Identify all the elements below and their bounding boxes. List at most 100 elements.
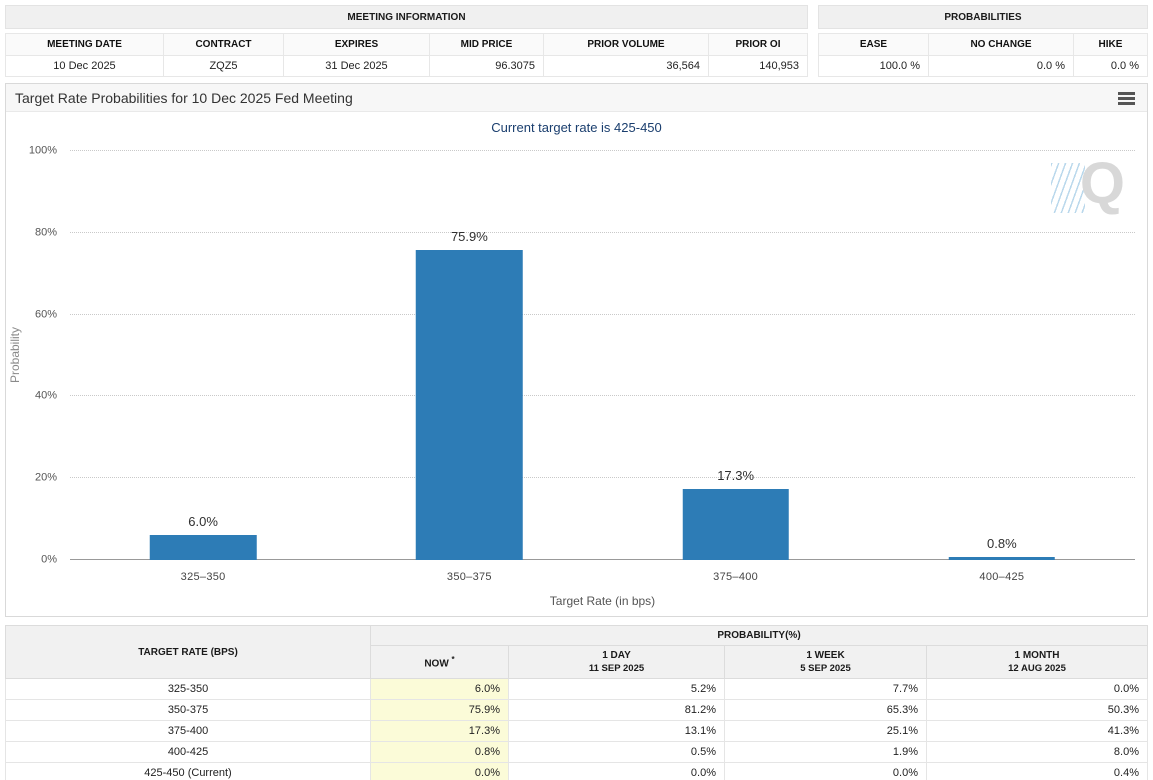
bar-slot-325–350: 6.0% <box>70 151 336 560</box>
gridline-60 <box>70 313 1135 315</box>
y-tick-label-40: 40% <box>34 389 57 402</box>
x-tick-label: 325–350 <box>180 571 226 583</box>
probability-cell: 50.3% <box>926 699 1148 721</box>
now-probability-cell: 0.8% <box>370 741 509 763</box>
column-header-hike: HIKE <box>1073 33 1148 56</box>
mid-price-value: 96.3075 <box>429 55 544 77</box>
prior-volume-value: 36,564 <box>543 55 709 77</box>
target-rate-cell: 375-400 <box>5 720 371 742</box>
chart-title: Target Rate Probabilities for 10 Dec 202… <box>15 89 353 106</box>
probability-history-header-row-2: NOW * 1 DAY 11 SEP 2025 1 WEEK 5 SEP 2025 1 M… <box>6 645 1148 679</box>
probability-cell: 41.3% <box>926 720 1148 742</box>
column-header-contract: CONTRACT <box>163 33 284 56</box>
sub-header-now: NOW * <box>370 645 509 679</box>
top-section: MEETING INFORMATION MEETING DATE CONTRAC… <box>5 5 1148 77</box>
probability-cell: 25.1% <box>724 720 927 742</box>
gridline-80 <box>70 231 1135 233</box>
now-probability-cell: 0.0% <box>370 762 509 780</box>
hamburger-menu-icon[interactable] <box>1118 92 1135 107</box>
meeting-info-header-row: MEETING DATE CONTRACT EXPIRES MID PRICE … <box>5 33 808 56</box>
target-rate-cell: 400-425 <box>5 741 371 763</box>
probabilities-value-row: 100.0 % 0.0 % 0.0 % <box>818 55 1148 77</box>
probability-cell: 0.0% <box>724 762 927 780</box>
bar-value-label: 17.3% <box>717 468 755 484</box>
probability-cell: 0.0% <box>508 762 725 780</box>
probability-history-table: TARGET RATE (BPS) PROBABILITY(%) NOW * 1 … <box>5 625 1148 780</box>
column-header-mid-price: MID PRICE <box>429 33 544 56</box>
table-row: 375-400 17.3% 13.1% 25.1% 41.3% <box>5 720 1148 742</box>
gridline-40 <box>70 395 1135 397</box>
y-tick-label-20: 20% <box>34 471 57 484</box>
bar-value-label: 75.9% <box>450 228 488 244</box>
probabilities-title: PROBABILITIES <box>818 5 1148 29</box>
probabilities-summary-table: PROBABILITIES EASE NO CHANGE HIKE 100.0 … <box>818 5 1148 77</box>
probabilities-header-row: EASE NO CHANGE HIKE <box>818 33 1148 56</box>
column-header-expires: EXPIRES <box>283 33 430 56</box>
bar-value-label: 0.8% <box>987 535 1017 551</box>
target-rate-bps-header: TARGET RATE (BPS) <box>5 625 371 679</box>
watermark-q-logo-icon: Q <box>1079 151 1125 216</box>
bar-slot-400–425: 0.8% <box>869 151 1135 560</box>
sub-header-1-week: 1 WEEK 5 SEP 2025 <box>724 645 927 679</box>
probability-pct-header: PROBABILITY(%) <box>370 625 1148 646</box>
column-header-ease: EASE <box>818 33 929 56</box>
x-axis-title: Target Rate (in bps) <box>549 594 656 608</box>
x-tick-label: 375–400 <box>713 571 759 583</box>
probability-cell: 0.5% <box>508 741 725 763</box>
bar-400–425[interactable] <box>948 556 1056 560</box>
meeting-date-value: 10 Dec 2025 <box>5 55 164 77</box>
ease-value: 100.0 % <box>818 55 929 77</box>
hike-value: 0.0 % <box>1073 55 1148 77</box>
probability-cell: 65.3% <box>724 699 927 721</box>
table-row: 400-425 0.8% 0.5% 1.9% 8.0% <box>5 741 1148 763</box>
y-tick-label-80: 80% <box>34 226 57 239</box>
bar-value-label: 6.0% <box>188 514 218 530</box>
probability-cell: 5.2% <box>508 678 725 700</box>
probability-cell: 13.1% <box>508 720 725 742</box>
y-tick-label-0: 0% <box>41 553 57 566</box>
column-header-prior-oi: PRIOR OI <box>708 33 808 56</box>
x-tick-label: 400–425 <box>979 571 1025 583</box>
bar-slot-350–375: 75.9% <box>336 151 602 560</box>
x-axis-labels: 325–350 350–375 375–400 400–425 <box>70 571 1135 586</box>
meeting-information-title: MEETING INFORMATION <box>5 5 808 29</box>
table-row: 350-375 75.9% 81.2% 65.3% 50.3% <box>5 699 1148 721</box>
bar-350–375[interactable] <box>416 249 523 560</box>
now-probability-cell: 6.0% <box>370 678 509 700</box>
x-tick-label: 350–375 <box>446 571 492 583</box>
quikstrike-watermark: Q <box>1051 155 1127 221</box>
bar-slot-375–400: 17.3% <box>603 151 869 560</box>
probability-cell: 81.2% <box>508 699 725 721</box>
no-change-value: 0.0 % <box>928 55 1074 77</box>
meeting-info-value-row: 10 Dec 2025 ZQZ5 31 Dec 2025 96.3075 36,… <box>5 55 808 77</box>
chart-panel: Target Rate Probabilities for 10 Dec 202… <box>5 83 1148 617</box>
chart-subtitle: Current target rate is 425-450 <box>491 120 662 135</box>
gridline-0 <box>70 559 1135 560</box>
target-rate-cell: 325-350 <box>5 678 371 700</box>
bar-375–400[interactable] <box>682 489 789 560</box>
probability-cell: 1.9% <box>724 741 927 763</box>
sub-header-1-day: 1 DAY 11 SEP 2025 <box>508 645 725 679</box>
plot-area: Q 6.0% 75.9% 17.3% 0.8% <box>70 150 1135 560</box>
y-axis-ticks: 0% 20% 40% 60% 80% 100% <box>6 145 64 565</box>
column-header-no-change: NO CHANGE <box>928 33 1074 56</box>
column-header-meeting-date: MEETING DATE <box>5 33 164 56</box>
probability-history-header-row-1: TARGET RATE (BPS) PROBABILITY(%) <box>5 625 1148 679</box>
contract-value: ZQZ5 <box>163 55 284 77</box>
watermark-stripes-icon <box>1051 163 1085 213</box>
gridline-20 <box>70 477 1135 479</box>
plot-wrap: Probability 0% 20% 40% 60% 80% 100% Q 6.0% 75.… <box>6 137 1147 616</box>
target-rate-cell: 350-375 <box>5 699 371 721</box>
y-tick-label-60: 60% <box>34 308 57 321</box>
probability-cell: 0.0% <box>926 678 1148 700</box>
now-probability-cell: 75.9% <box>370 699 509 721</box>
now-probability-cell: 17.3% <box>370 720 509 742</box>
target-rate-cell: 425-450 (Current) <box>5 762 371 780</box>
bar-325–350[interactable] <box>149 535 257 560</box>
table-row: 425-450 (Current) 0.0% 0.0% 0.0% 0.4% <box>5 762 1148 780</box>
meeting-information-table: MEETING INFORMATION MEETING DATE CONTRAC… <box>5 5 808 77</box>
gridline-100 <box>70 150 1135 151</box>
y-tick-label-100: 100% <box>28 144 57 157</box>
chart-header: Target Rate Probabilities for 10 Dec 202… <box>6 84 1147 112</box>
